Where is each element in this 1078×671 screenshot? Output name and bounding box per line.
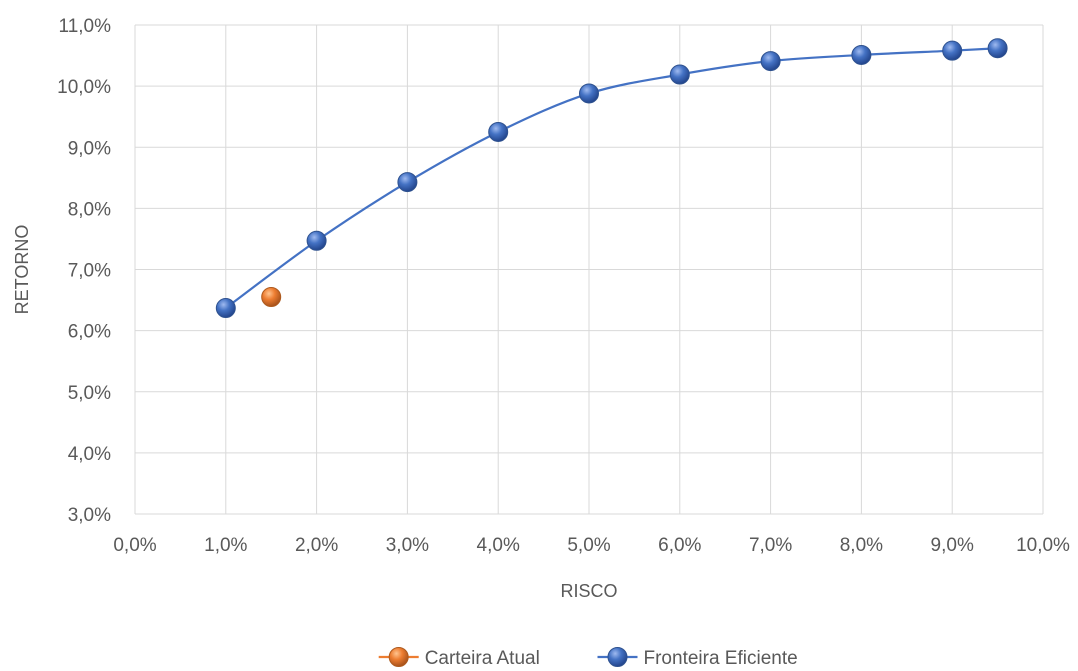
x-tick-label: 2,0% bbox=[295, 535, 338, 556]
legend-item: Fronteira Eficiente bbox=[597, 647, 798, 669]
data-point bbox=[579, 83, 599, 104]
y-tick-label: 8,0% bbox=[68, 199, 111, 220]
legend-item: Carteira Atual bbox=[378, 647, 540, 669]
y-tick-label: 6,0% bbox=[68, 322, 111, 343]
data-point bbox=[987, 38, 1008, 59]
data-point bbox=[851, 44, 872, 65]
data-point bbox=[261, 287, 282, 308]
x-tick-label: 5,0% bbox=[567, 535, 610, 556]
x-tick-label: 6,0% bbox=[658, 535, 701, 556]
y-axis-title: RETORNO bbox=[12, 225, 32, 315]
legend-label: Carteira Atual bbox=[425, 648, 540, 669]
series-carteira-atual bbox=[261, 287, 282, 308]
x-tick-label: 4,0% bbox=[477, 535, 520, 556]
x-tick-label: 3,0% bbox=[386, 535, 429, 556]
data-point bbox=[942, 40, 963, 61]
series bbox=[215, 38, 1008, 319]
series-fronteira-eficiente bbox=[215, 38, 1008, 319]
y-tick-label: 3,0% bbox=[68, 505, 111, 526]
y-tick-label: 7,0% bbox=[68, 261, 111, 282]
legend-marker bbox=[388, 647, 409, 667]
legend-marker bbox=[607, 647, 628, 667]
axes: 0,0% 1,0% 2,0% 3,0% 4,0% 5,0% 6,0% 7,0% 8,0% 9,0%… bbox=[57, 16, 1070, 556]
x-tick-label: 9,0% bbox=[931, 535, 974, 556]
gridlines bbox=[134, 24, 1044, 515]
series-line bbox=[225, 47, 998, 309]
x-tick-label: 10,0% bbox=[1016, 535, 1070, 556]
data-point bbox=[669, 64, 690, 85]
x-tick-label: 0,0% bbox=[113, 535, 156, 556]
data-point bbox=[760, 51, 781, 72]
x-axis-title: RISCO bbox=[560, 581, 617, 601]
x-tick-label: 7,0% bbox=[749, 535, 792, 556]
x-tick-label: 1,0% bbox=[204, 535, 247, 556]
legend: Carteira Atual Fronteira Eficiente bbox=[378, 647, 798, 669]
y-tick-label: 10,0% bbox=[57, 77, 111, 98]
data-point bbox=[397, 172, 418, 193]
data-point bbox=[215, 298, 236, 319]
y-tick-label: 9,0% bbox=[68, 138, 111, 159]
data-point bbox=[306, 230, 327, 251]
legend-label: Fronteira Eficiente bbox=[644, 648, 798, 669]
x-tick-label: 8,0% bbox=[840, 535, 883, 556]
y-tick-label: 5,0% bbox=[68, 383, 111, 404]
y-tick-label: 4,0% bbox=[68, 444, 111, 465]
data-point bbox=[488, 121, 509, 142]
y-tick-label: 11,0% bbox=[59, 16, 112, 37]
